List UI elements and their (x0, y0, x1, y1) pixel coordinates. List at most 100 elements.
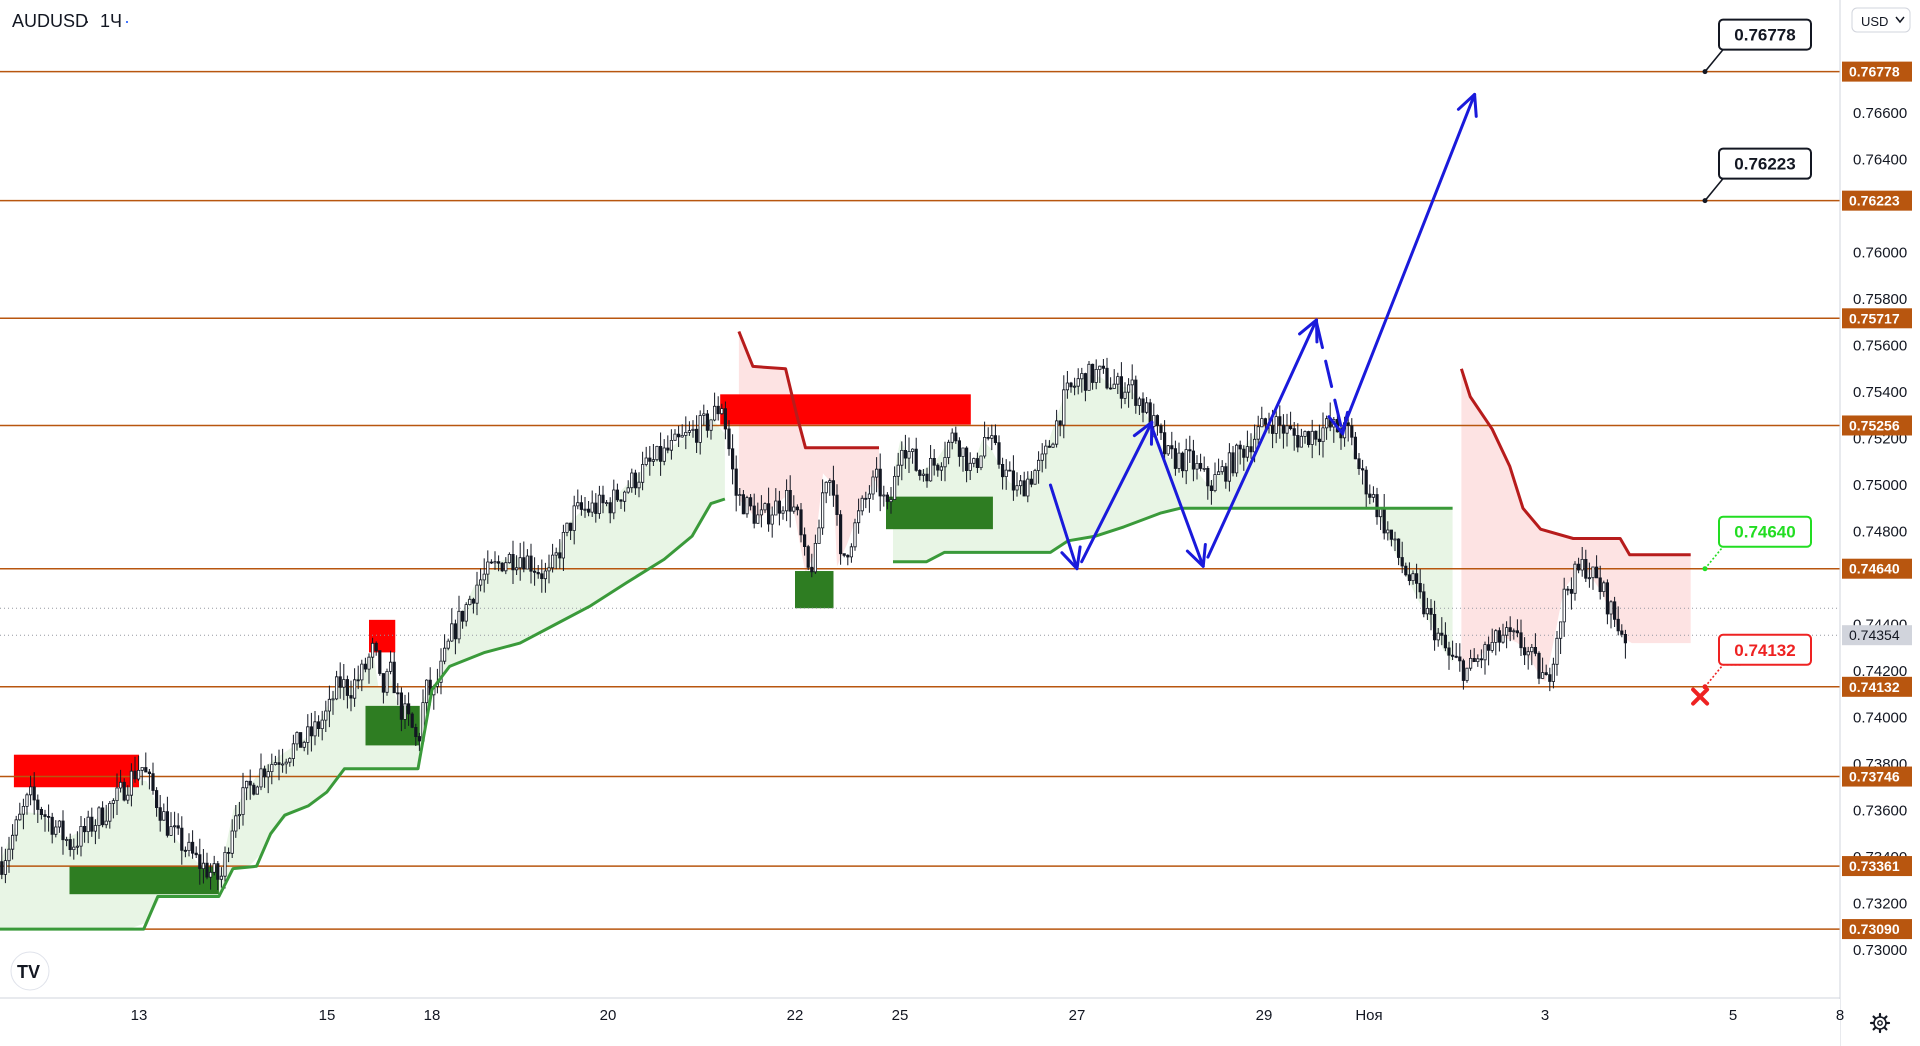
demand-zone-6 (886, 496, 993, 530)
price-tick-3: 0.75800 (1853, 291, 1907, 308)
price-tick-1: 0.76400 (1853, 152, 1907, 169)
callout-label: 0.76778 (1734, 26, 1795, 45)
supply-zone-0 (13, 754, 139, 788)
level-lines (0, 70, 1840, 930)
callout-anchor (1702, 684, 1708, 690)
time-tick-6: 27 (1069, 1007, 1086, 1024)
level-tag-6 (1842, 766, 1912, 787)
level-tag-label-4: 0.74640 (1849, 561, 1900, 577)
time-tick-4: 22 (787, 1007, 804, 1024)
forecast-arrowhead-1 (1132, 420, 1154, 446)
level-tag-0 (1842, 61, 1912, 82)
forecast-arrowhead-0 (1060, 545, 1082, 571)
level-tag-label-8: 0.73090 (1849, 921, 1900, 937)
currency-button[interactable]: USD (1851, 7, 1911, 33)
timeframe-label[interactable]: 1Ч (100, 11, 122, 31)
resistance-trend-line-2 (1459, 368, 1691, 557)
resistance-fill-2 (1461, 368, 1691, 681)
currency-button-frame[interactable] (1851, 7, 1911, 33)
level-tag-3 (1842, 415, 1912, 436)
resistance-trend-line (737, 330, 879, 450)
callout-box (1718, 147, 1812, 180)
callout-anchor (1702, 566, 1708, 572)
level-tag-label-6: 0.73746 (1849, 769, 1900, 785)
level-tag-label-1: 0.76223 (1849, 193, 1900, 209)
price-tick-8: 0.74800 (1853, 524, 1907, 541)
resistance-fill (738, 331, 879, 574)
time-tick-8: Ноя (1355, 1007, 1382, 1024)
forecast-arrow-2 (1150, 425, 1205, 568)
callout-anchor (1702, 198, 1708, 204)
forecast-arrows (1048, 92, 1710, 706)
callout-label: 0.76223 (1734, 155, 1795, 174)
level-tag-label-2: 0.75717 (1849, 310, 1900, 326)
price-tick-16: 0.73000 (1853, 942, 1907, 959)
tradingview-logo-icon[interactable]: TV (10, 951, 50, 991)
callout-box (1718, 515, 1812, 548)
demand-zone-1 (69, 866, 219, 895)
current-price-label: 0.74354 (1849, 627, 1900, 643)
time-tick-3: 20 (600, 1007, 617, 1024)
time-axis[interactable] (0, 999, 1840, 1046)
price-tick-4: 0.75600 (1853, 338, 1907, 355)
target-callouts: 0.76778 0.76223 0.74640 0.74132 (1702, 18, 1812, 690)
target-callout-2[interactable]: 0.74640 (1702, 515, 1812, 572)
time-axis-labels: 13 15 18 20 22 25 27 29 Ноя 3 5 8 (131, 1007, 1845, 1024)
forecast-arrowhead-2 (1185, 542, 1207, 568)
forecast-arrowhead-3 (1298, 318, 1319, 344)
status-dot: · (124, 11, 130, 31)
level-tag-5 (1842, 676, 1912, 697)
callout-box (1718, 18, 1812, 51)
candle-bodies-down (0, 363, 1627, 880)
time-tick-0: 13 (131, 1007, 148, 1024)
price-axis-labels: 0.76600 0.76400 0.76000 0.75800 0.75600 0.754… (1842, 61, 1912, 959)
level-tag-4 (1842, 558, 1912, 579)
callout-label: 0.74640 (1734, 523, 1795, 542)
price-tick-7: 0.75000 (1853, 477, 1907, 494)
chevron-down-icon (1895, 16, 1905, 24)
time-tick-11: 8 (1836, 1007, 1844, 1024)
gear-icon[interactable] (1869, 1012, 1891, 1034)
chart-header: AUDUSD · 1Ч · (12, 11, 130, 31)
support-trend-line (0, 497, 726, 931)
price-tick-0: 0.76600 (1853, 105, 1907, 122)
price-axis[interactable] (1841, 0, 1920, 998)
level-tag-label-0: 0.76778 (1849, 64, 1900, 80)
level-tag-label-3: 0.75256 (1849, 417, 1900, 433)
supply-zone-4 (720, 394, 971, 425)
price-tick-13: 0.73600 (1853, 803, 1907, 820)
time-tick-5: 25 (892, 1007, 909, 1024)
level-tag-label-7: 0.73361 (1849, 858, 1900, 874)
callout-anchor (1702, 69, 1708, 75)
forecast-arrow-1 (1080, 420, 1154, 564)
logo-text: TV (17, 962, 40, 982)
candles (0, 357, 1627, 891)
stop-marker-icon (1691, 687, 1710, 706)
forecast-arrow-3 (1206, 318, 1318, 559)
demand-zone-5 (795, 571, 834, 609)
time-tick-7: 29 (1256, 1007, 1273, 1024)
callout-label: 0.74132 (1734, 641, 1795, 660)
time-tick-9: 3 (1541, 1007, 1549, 1024)
current-price-tag (1842, 625, 1912, 646)
time-tick-2: 18 (424, 1007, 441, 1024)
time-tick-1: 15 (319, 1007, 336, 1024)
price-tick-15: 0.73200 (1853, 896, 1907, 913)
time-tick-10: 5 (1729, 1007, 1737, 1024)
symbol-label[interactable]: AUDUSD (12, 11, 88, 31)
price-tick-2: 0.76000 (1853, 245, 1907, 262)
zones (13, 394, 993, 895)
currency-button-label: USD (1861, 14, 1888, 29)
target-callout-1[interactable]: 0.76223 (1702, 147, 1812, 204)
target-callout-3[interactable]: 0.74132 (1702, 633, 1812, 690)
level-tag-7 (1842, 856, 1912, 877)
level-tag-label-5: 0.74132 (1849, 679, 1900, 695)
target-callout-0[interactable]: 0.76778 (1702, 18, 1812, 75)
forecast-arrowhead-5 (1456, 92, 1478, 118)
price-tick-5: 0.75400 (1853, 384, 1907, 401)
level-tag-1 (1842, 190, 1912, 211)
forecast-arrow-0 (1048, 483, 1079, 571)
price-tick-11: 0.74000 (1853, 710, 1907, 727)
